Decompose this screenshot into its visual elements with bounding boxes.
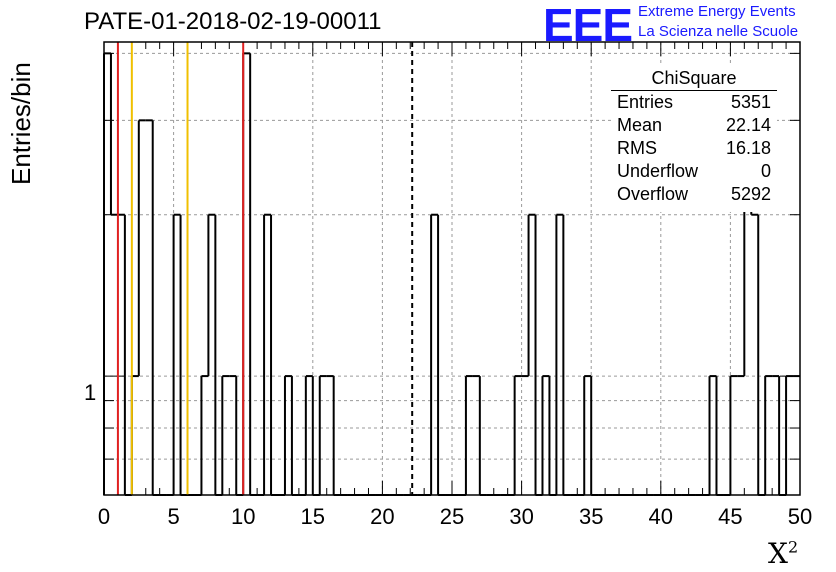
- stats-row-overflow: Overflow 5292: [617, 184, 771, 206]
- logo-line-2: La Scienza nelle Scuole: [638, 23, 799, 40]
- logo-line-1: Extreme Energy Events: [638, 3, 796, 20]
- stats-value: 16.18: [725, 138, 771, 158]
- x-tick-label: 50: [788, 504, 812, 529]
- stats-label: Overflow: [617, 184, 689, 204]
- stats-box: ChiSquare Entries 5351 Mean 22.14 RMS 16…: [611, 66, 777, 212]
- y-axis-label: Entries/bin: [6, 62, 36, 185]
- stats-label: RMS: [617, 138, 657, 158]
- x-tick-label: 10: [231, 504, 255, 529]
- stats-row-entries: Entries 5351: [617, 92, 771, 114]
- x-axis-label-sup: 2: [787, 537, 799, 557]
- plot-frame: [103, 41, 801, 496]
- stats-value: 0: [760, 161, 771, 181]
- eee-logo: EEE: [543, 0, 633, 51]
- stats-row-underflow: Underflow 0: [617, 161, 771, 183]
- stats-label: Entries: [617, 92, 674, 112]
- stats-row-rms: RMS 16.18: [617, 138, 771, 160]
- x-tick-labels: 0 5 10 15 20 25 30 35 40 45 50: [98, 504, 812, 529]
- x-axis-label: X2: [768, 537, 798, 570]
- stats-label: Mean: [617, 115, 663, 135]
- threshold-lines: [116, 42, 414, 495]
- x-tick-label: 15: [301, 504, 325, 529]
- x-tick-label: 5: [167, 504, 179, 529]
- stats-row-mean: Mean 22.14: [617, 115, 771, 137]
- stats-value: 5292: [730, 184, 771, 204]
- x-tick-label: 40: [649, 504, 673, 529]
- x-tick-label: 45: [718, 504, 742, 529]
- x-tick-label: 20: [370, 504, 394, 529]
- x-tick-label: 25: [440, 504, 464, 529]
- chart-title: PATE-01-2018-02-19-00011: [84, 8, 382, 35]
- x-axis-label-base: X: [768, 537, 788, 570]
- x-tick-label: 0: [98, 504, 110, 529]
- y-tick-label: 1: [84, 380, 97, 405]
- x-tick-label: 30: [509, 504, 533, 529]
- x-tick-label: 35: [579, 504, 603, 529]
- stats-title: ChiSquare: [651, 68, 737, 88]
- stats-value: 5351: [730, 92, 771, 112]
- stats-value: 22.14: [725, 115, 771, 135]
- stats-label: Underflow: [617, 161, 699, 181]
- stats-divider: [611, 90, 777, 91]
